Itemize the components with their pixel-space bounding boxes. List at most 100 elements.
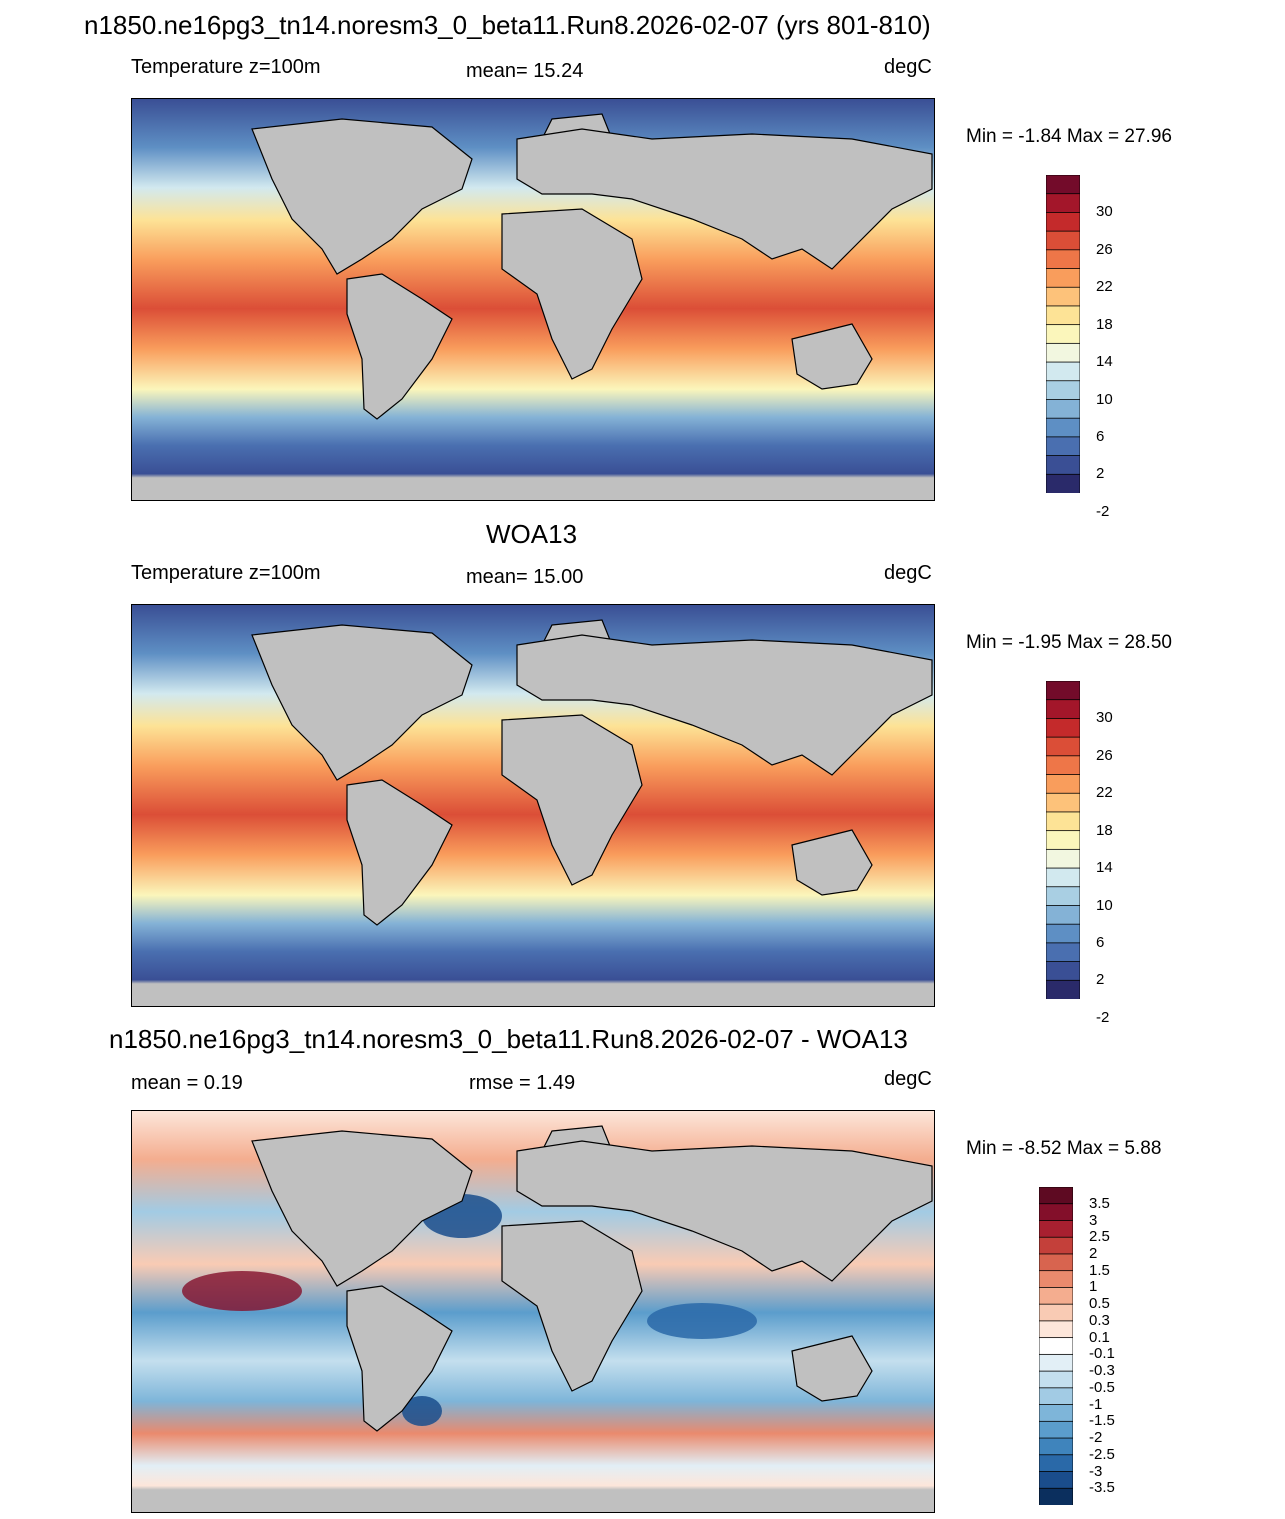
colorbar-swatch [1046,361,1080,382]
colorbar-tick-label: 30 [1096,203,1113,221]
panel3-difference-map [131,1110,935,1513]
colorbar-swatch [1046,473,1080,493]
colorbar-swatch [1039,1420,1073,1439]
colorbar-swatch [1046,455,1080,476]
colorbar-swatch [1039,1487,1073,1505]
colorbar-swatch [1039,1270,1073,1289]
colorbar-swatch [1046,755,1080,776]
panel2-mean-label: mean= 15.00 [466,566,584,588]
colorbar-swatch [1039,1320,1073,1339]
colorbar-tick-label: -2.5 [1089,1445,1115,1463]
colorbar-tick-label: -0.3 [1089,1362,1115,1380]
colorbar-swatch [1046,286,1080,307]
panel2-units-label: degC [884,562,932,584]
colorbar-tick-label: 3.5 [1089,1194,1110,1212]
colorbar-swatch [1046,193,1080,214]
colorbar-swatch [1046,848,1080,869]
panel1-units-label: degC [884,56,932,78]
colorbar-swatch [1046,905,1080,926]
colorbar-tick-label: 22 [1096,784,1113,802]
colorbar-tick-label: 18 [1096,315,1113,333]
colorbar-tick-label: -2 [1096,502,1110,520]
colorbar-swatch [1039,1404,1073,1423]
panel3-rmse-label: rmse = 1.49 [469,1072,576,1094]
colorbar-swatch [1046,774,1080,795]
main-title: n1850.ne16pg3_tn14.noresm3_0_beta11.Run8… [84,10,931,40]
colorbar-swatch [1046,961,1080,982]
colorbar-tick-label: 2 [1096,465,1105,483]
panel3-minmax-label: Min = -8.52 Max = 5.88 [966,1138,1162,1159]
colorbar-tick-label: 30 [1096,709,1113,727]
panel1-variable-label: Temperature z=100m [131,56,321,78]
colorbar-tick-label: 6 [1096,933,1105,951]
colorbar-tick-label: 18 [1096,821,1113,839]
colorbar-swatch [1046,305,1080,326]
colorbar-swatch [1039,1454,1073,1473]
colorbar-tick-label: 0.1 [1089,1328,1110,1346]
colorbar-swatch [1039,1370,1073,1389]
colorbar-tick-label: 0.3 [1089,1311,1110,1329]
colorbar-swatch [1039,1437,1073,1456]
colorbar-tick-label: 2.5 [1089,1228,1110,1246]
colorbar-swatch [1039,1387,1073,1406]
colorbar-tick-label: -3.5 [1089,1479,1115,1497]
colorbar-tick-label: 14 [1096,353,1113,371]
colorbar-swatch [1046,268,1080,289]
colorbar-tick-label: 1.5 [1089,1261,1110,1279]
colorbar-tick-label: -3 [1089,1462,1103,1480]
colorbar-swatch [1046,979,1080,999]
colorbar-tick-label: 22 [1096,278,1113,296]
colorbar-swatch [1046,230,1080,251]
panel2-colorbar [1046,681,1080,999]
colorbar-tick-label: 10 [1096,390,1113,408]
colorbar-swatch [1039,1236,1073,1255]
panel3-colorbar [1039,1187,1073,1505]
colorbar-tick-label: -2 [1089,1429,1103,1447]
colorbar-swatch [1046,436,1080,457]
colorbar-swatch [1046,811,1080,832]
colorbar-swatch [1046,736,1080,757]
colorbar-swatch [1046,886,1080,907]
panel1-minmax-label: Min = -1.84 Max = 27.96 [966,126,1172,147]
colorbar-swatch [1039,1471,1073,1490]
colorbar-tick-label: -0.1 [1089,1345,1115,1363]
colorbar-swatch [1046,380,1080,401]
colorbar-swatch [1039,1287,1073,1306]
panel3-mean-label: mean = 0.19 [131,1072,243,1094]
colorbar-tick-label: 3 [1089,1211,1098,1229]
panel1-mean-label: mean= 15.24 [466,60,584,82]
colorbar-swatch [1046,718,1080,739]
panel2-variable-label: Temperature z=100m [131,562,321,584]
colorbar-tick-label: -1.5 [1089,1412,1115,1430]
colorbar-swatch [1046,249,1080,270]
colorbar-tick-label: -0.5 [1089,1378,1115,1396]
colorbar-tick-label: 2 [1096,971,1105,989]
colorbar-tick-label: 0.5 [1089,1295,1110,1313]
colorbar-swatch [1039,1303,1073,1322]
panel2-minmax-label: Min = -1.95 Max = 28.50 [966,632,1172,653]
colorbar-swatch [1039,1220,1073,1239]
colorbar-swatch [1039,1253,1073,1272]
colorbar-tick-label: 14 [1096,859,1113,877]
colorbar-tick-label: -2 [1096,1008,1110,1026]
colorbar-tick-label: 10 [1096,896,1113,914]
colorbar-swatch [1046,399,1080,420]
colorbar-swatch [1039,1353,1073,1373]
colorbar-swatch [1046,417,1080,438]
colorbar-swatch [1046,212,1080,233]
colorbar-swatch [1039,1203,1073,1222]
colorbar-tick-label: 6 [1096,427,1105,445]
colorbar-swatch [1046,942,1080,963]
colorbar-swatch [1039,1337,1073,1356]
colorbar-tick-label: 26 [1096,746,1113,764]
colorbar-swatch [1046,681,1080,701]
colorbar-swatch [1046,175,1080,195]
colorbar-swatch [1046,792,1080,813]
panel1-colorbar [1046,175,1080,493]
colorbar-swatch [1046,699,1080,720]
panel3-title: n1850.ne16pg3_tn14.noresm3_0_beta11.Run8… [109,1024,908,1054]
panel1-model-map [131,98,935,501]
colorbar-swatch [1039,1187,1073,1205]
colorbar-tick-label: 26 [1096,240,1113,258]
panel3-units-label: degC [884,1068,932,1090]
